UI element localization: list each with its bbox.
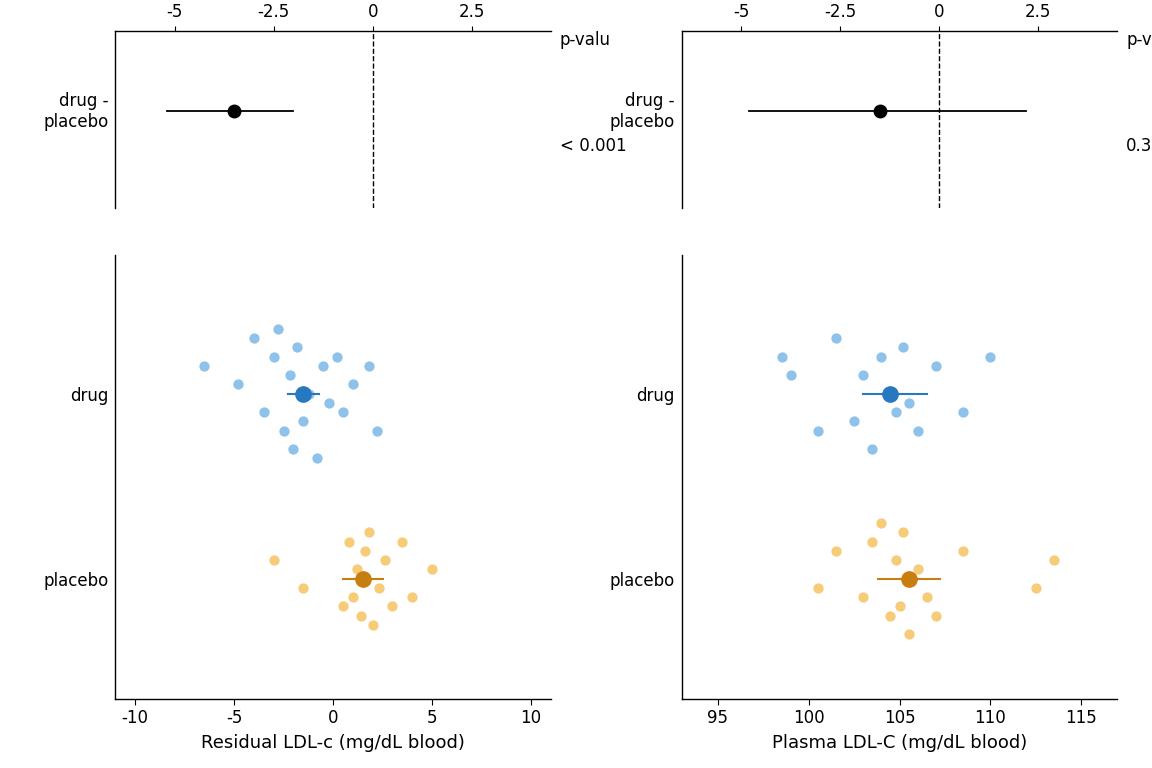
Point: [982, 350, 1000, 362]
Point: [887, 554, 905, 566]
Point: [334, 601, 353, 613]
Point: [872, 517, 890, 529]
Point: [370, 581, 388, 594]
X-axis label: Plasma LDL-C (mg/dL blood): Plasma LDL-C (mg/dL blood): [772, 734, 1028, 752]
Point: [328, 350, 347, 362]
Point: [359, 359, 378, 372]
Point: [351, 610, 370, 622]
Point: [827, 545, 846, 557]
Point: [926, 359, 945, 372]
Point: [423, 563, 441, 575]
Point: [195, 359, 213, 372]
Point: [844, 415, 863, 428]
Point: [772, 350, 790, 362]
Point: [863, 443, 881, 455]
Point: [781, 369, 799, 381]
Point: [881, 610, 900, 622]
Point: [308, 452, 326, 465]
Point: [881, 388, 900, 400]
Point: [364, 619, 382, 631]
Point: [827, 332, 846, 344]
Point: [1045, 554, 1063, 566]
Point: [918, 591, 937, 604]
Point: [265, 554, 283, 566]
Point: [909, 563, 927, 575]
Point: [854, 369, 872, 381]
Point: [809, 581, 827, 594]
Point: [320, 397, 339, 409]
Point: [340, 535, 358, 548]
Point: [1026, 581, 1045, 594]
Point: [367, 425, 386, 437]
Point: [294, 415, 312, 428]
Point: [376, 554, 394, 566]
Point: [854, 591, 872, 604]
Text: 0.37: 0.37: [1127, 137, 1152, 155]
Text: < 0.001: < 0.001: [560, 137, 627, 155]
Point: [926, 610, 945, 622]
Point: [294, 581, 312, 594]
Point: [285, 443, 303, 455]
Point: [334, 406, 353, 419]
Point: [909, 425, 927, 437]
Point: [863, 535, 881, 548]
Point: [894, 341, 912, 353]
Point: [343, 379, 362, 391]
Point: [314, 359, 333, 372]
Point: [348, 563, 366, 575]
Point: [300, 388, 318, 400]
X-axis label: Residual LDL-c (mg/dL blood): Residual LDL-c (mg/dL blood): [202, 734, 465, 752]
Point: [887, 406, 905, 419]
Point: [280, 369, 298, 381]
Point: [255, 406, 273, 419]
Point: [954, 545, 972, 557]
Point: [244, 332, 263, 344]
Point: [359, 526, 378, 538]
Point: [890, 601, 909, 613]
Text: p-valu: p-valu: [1127, 31, 1152, 48]
Point: [356, 545, 374, 557]
Point: [403, 591, 422, 604]
Point: [288, 341, 306, 353]
Point: [265, 350, 283, 362]
Point: [274, 425, 293, 437]
Point: [343, 591, 362, 604]
Point: [900, 397, 918, 409]
Point: [954, 406, 972, 419]
Point: [384, 601, 402, 613]
Point: [268, 323, 287, 335]
Point: [900, 628, 918, 641]
Point: [393, 535, 411, 548]
Point: [872, 350, 890, 362]
Point: [229, 379, 248, 391]
Point: [894, 526, 912, 538]
Point: [809, 425, 827, 437]
Text: p-valu: p-valu: [560, 31, 611, 48]
